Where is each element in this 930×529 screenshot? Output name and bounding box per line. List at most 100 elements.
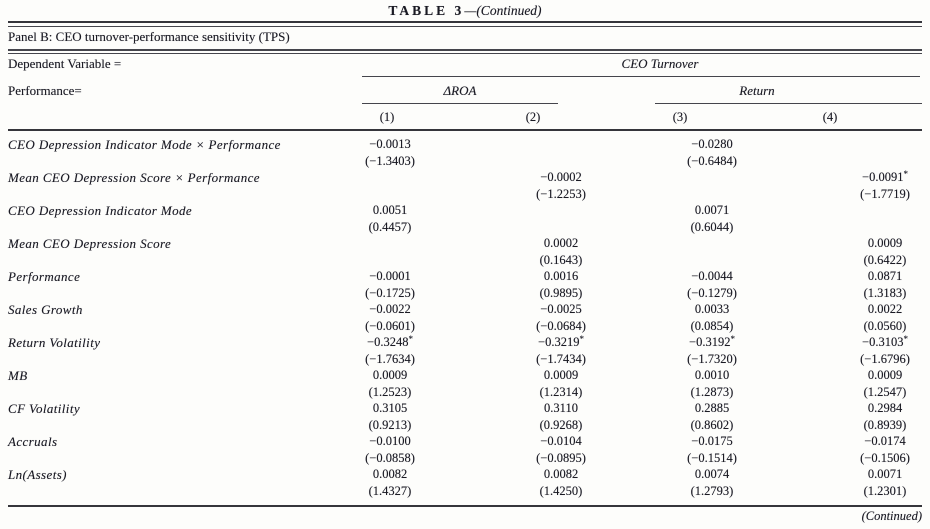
tstat-cell: (−1.7719) [860, 186, 910, 201]
tstat-cell: (−1.2253) [536, 186, 586, 201]
coefficient-cell: 0.2984 [867, 401, 903, 415]
tstat-cell: (−0.0684) [536, 318, 586, 333]
column-header-3: (3) [672, 110, 688, 124]
coefficient-cell: −0.3219* [538, 334, 584, 350]
group-header-droa: ΔROA [443, 83, 477, 98]
coefficient-cell: −0.3103* [862, 334, 908, 350]
significance-star: * [408, 334, 413, 344]
coefficient-cell: −0.0104 [540, 434, 582, 448]
variable-label: Accruals [8, 434, 58, 449]
column-header-1: (1) [379, 110, 395, 124]
coefficient-cell: −0.0044 [691, 269, 733, 283]
coefficient-cell: 0.0009 [867, 236, 903, 250]
tstat-cell: (0.8602) [690, 417, 734, 432]
tstat-cell: (−1.7434) [536, 351, 586, 366]
coefficient-cell: 0.3105 [372, 401, 408, 415]
coefficient-cell: −0.3248* [367, 334, 413, 350]
tstat-cell: (0.0854) [690, 318, 734, 333]
coefficient-cell: 0.0071 [867, 467, 903, 481]
significance-star: * [903, 334, 908, 344]
table-title-label: TABLE 3 [388, 3, 465, 18]
tstat-cell: (−0.1279) [687, 285, 737, 300]
dependent-variable-value: CEO Turnover [621, 56, 699, 71]
return-spanner-rule [655, 103, 922, 104]
variable-label: CEO Depression Indicator Mode [8, 203, 193, 218]
coefficient-cell: −0.0022 [369, 302, 411, 316]
tstat-cell: (0.1643) [539, 252, 583, 267]
tstat-cell: (1.3183) [863, 285, 907, 300]
header-bottom-rule [8, 129, 922, 132]
tstat-cell: (1.2873) [690, 384, 734, 399]
tstat-cell: (−1.7634) [365, 351, 415, 366]
table-title-continued: —(Continued) [464, 3, 542, 18]
variable-label: CEO Depression Indicator Mode × Performa… [8, 137, 281, 152]
variable-label: CF Volatility [8, 401, 81, 416]
significance-star: * [903, 169, 908, 179]
tstat-cell: (−0.0601) [365, 318, 415, 333]
variable-label: Return Volatility [8, 335, 101, 350]
ceo-turnover-spanner-rule [362, 76, 920, 77]
tstat-cell: (−1.3403) [365, 153, 415, 168]
tstat-cell: (−0.0858) [365, 450, 415, 465]
coefficient-cell: −0.0013 [369, 137, 411, 151]
tstat-cell: (−0.1514) [687, 450, 737, 465]
column-header-4: (4) [822, 110, 838, 124]
tstat-cell: (1.2301) [863, 483, 907, 498]
coefficient-cell: 0.0074 [694, 467, 730, 481]
panel-title: Panel B: CEO turnover-performance sensit… [8, 29, 290, 44]
tstat-cell: (1.4250) [539, 483, 583, 498]
tstat-cell: (1.2314) [539, 384, 583, 399]
variable-label: Sales Growth [8, 302, 83, 317]
bottom-rule [8, 505, 922, 507]
tstat-cell: (0.4457) [368, 219, 412, 234]
tstat-cell: (0.0560) [863, 318, 907, 333]
panel-rule-thick [8, 49, 922, 51]
coefficient-cell: 0.3110 [544, 401, 578, 415]
coefficient-cell: −0.3192* [689, 334, 735, 350]
coefficient-cell: 0.2885 [694, 401, 730, 415]
coefficient-cell: 0.0009 [867, 368, 903, 382]
coefficient-cell: 0.0033 [694, 302, 730, 316]
droa-spanner-rule [362, 103, 558, 104]
coefficient-cell: −0.0091* [862, 169, 908, 185]
tstat-cell: (−0.6484) [687, 153, 737, 168]
coefficient-cell: −0.0280 [691, 137, 733, 151]
coefficient-cell: 0.0010 [694, 368, 730, 382]
coefficient-cell: 0.0871 [867, 269, 903, 283]
top-rule-thick [8, 21, 922, 23]
variable-label: Ln(Assets) [8, 467, 67, 482]
tstat-cell: (−0.1506) [860, 450, 910, 465]
variable-label: MB [8, 368, 28, 383]
tstat-cell: (−1.6796) [860, 351, 910, 366]
significance-star: * [730, 334, 735, 344]
coefficient-cell: −0.0175 [691, 434, 733, 448]
tstat-cell: (0.9268) [539, 417, 583, 432]
tstat-cell: (0.6422) [863, 252, 907, 267]
group-header-return: Return [739, 83, 775, 98]
performance-label: Performance= [8, 83, 82, 98]
tstat-cell: (0.6044) [690, 219, 734, 234]
coefficient-cell: 0.0009 [372, 368, 408, 382]
coefficient-cell: 0.0022 [867, 302, 903, 316]
tstat-cell: (−0.0895) [536, 450, 586, 465]
significance-star: * [579, 334, 584, 344]
footer-continued: (Continued) [861, 509, 922, 523]
coefficient-cell: 0.0082 [543, 467, 579, 481]
tstat-cell: (1.2523) [368, 384, 412, 399]
tstat-cell: (1.4327) [368, 483, 412, 498]
top-rule-thin [8, 25, 922, 27]
panel-rule-thin [8, 52, 922, 54]
coefficient-cell: 0.0016 [543, 269, 579, 283]
column-header-2: (2) [525, 110, 541, 124]
variable-label: Mean CEO Depression Score [8, 236, 172, 251]
variable-label: Mean CEO Depression Score × Performance [8, 170, 260, 185]
tstat-cell: (0.9213) [368, 417, 412, 432]
tstat-cell: (0.9895) [539, 285, 583, 300]
coefficient-cell: 0.0082 [372, 467, 408, 481]
coefficient-cell: 0.0051 [372, 203, 408, 217]
tstat-cell: (−0.1725) [365, 285, 415, 300]
tstat-cell: (−1.7320) [687, 351, 737, 366]
coefficient-cell: 0.0002 [543, 236, 579, 250]
table-title: TABLE 3—(Continued) [0, 3, 930, 19]
